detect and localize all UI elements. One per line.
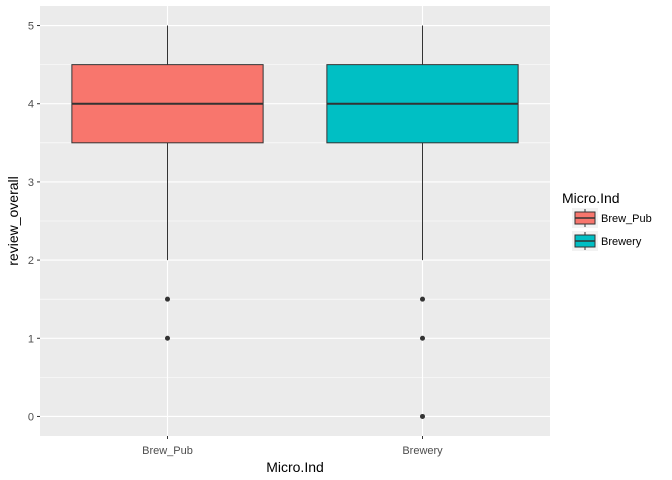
outlier-point [165, 296, 170, 302]
box-group-Brewery [326, 25, 519, 419]
legend-label: Brewery [601, 236, 642, 248]
y-tick-label: 1 [28, 333, 34, 345]
y-axis-title: review_overall [5, 176, 21, 265]
legend-item-Brew_Pub: Brew_Pub [572, 208, 652, 228]
x-tick-label: Brewery [402, 445, 443, 457]
outlier-point [165, 335, 170, 341]
x-axis-title: Micro.Ind [266, 459, 324, 475]
outlier-point [420, 296, 425, 302]
legend-keys: Brew_Pub Brewery [572, 208, 652, 251]
legend: Micro.Ind Brew_Pub Brewery [562, 190, 652, 251]
x-tick-label: Brew_Pub [142, 445, 193, 457]
outlier-point [420, 335, 425, 341]
legend-label: Brew_Pub [601, 213, 652, 225]
y-tick-label: 3 [28, 177, 34, 189]
box-group-Brew_Pub [71, 25, 264, 341]
y-tick-label: 5 [28, 21, 34, 33]
y-axis: 0 1 2 3 4 5 [28, 21, 40, 423]
outlier-point [420, 413, 425, 419]
legend-item-Brewery: Brewery [572, 231, 642, 251]
box-layer [71, 25, 519, 419]
y-tick-label: 2 [28, 255, 34, 267]
y-tick-label: 4 [28, 99, 34, 111]
legend-title: Micro.Ind [562, 190, 620, 206]
x-axis: Brew_Pub Brewery [142, 436, 443, 457]
y-tick-label: 0 [28, 411, 34, 423]
